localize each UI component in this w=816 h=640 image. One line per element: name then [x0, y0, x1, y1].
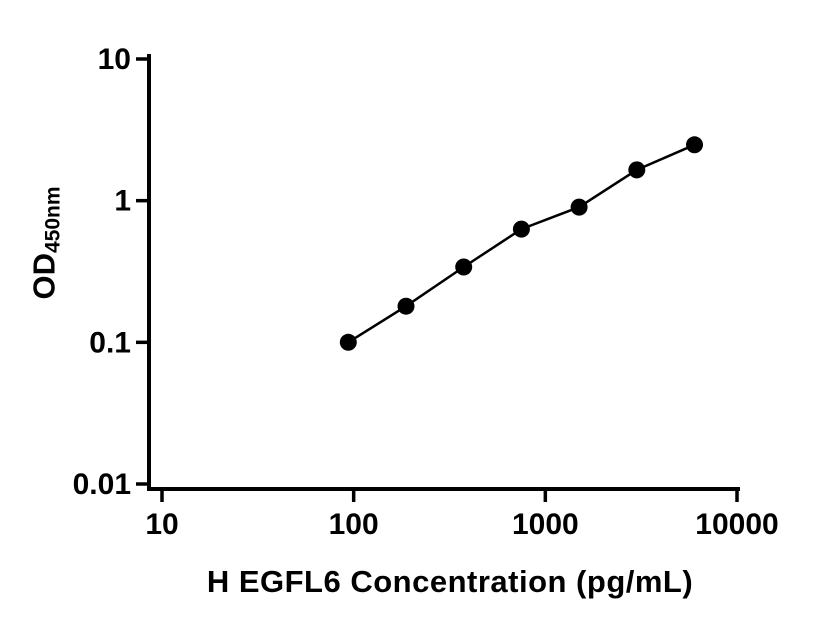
- x-tick-label: 100: [329, 508, 379, 541]
- y-axis-title: OD450nm: [27, 186, 66, 299]
- x-tick-label: 1000: [512, 508, 579, 541]
- data-point: [512, 220, 530, 238]
- y-tick-label: 10: [98, 43, 131, 76]
- y-axis-title-subscript: 450nm: [41, 186, 65, 254]
- data-point: [628, 161, 646, 179]
- x-axis-title: H EGFL6 Concentration (pg/mL): [206, 564, 694, 599]
- data-point: [397, 297, 415, 315]
- y-tick-label: 0.1: [89, 326, 131, 359]
- data-point: [570, 198, 588, 216]
- y-axis-title-main: OD: [26, 253, 62, 300]
- data-point: [339, 333, 357, 351]
- y-tick-label: 1: [114, 185, 131, 218]
- x-tick-label: 10: [145, 508, 178, 541]
- data-point: [455, 258, 473, 276]
- data-point: [686, 136, 703, 154]
- y-tick-label: 0.01: [73, 468, 131, 501]
- x-tick-label: 10000: [695, 508, 778, 541]
